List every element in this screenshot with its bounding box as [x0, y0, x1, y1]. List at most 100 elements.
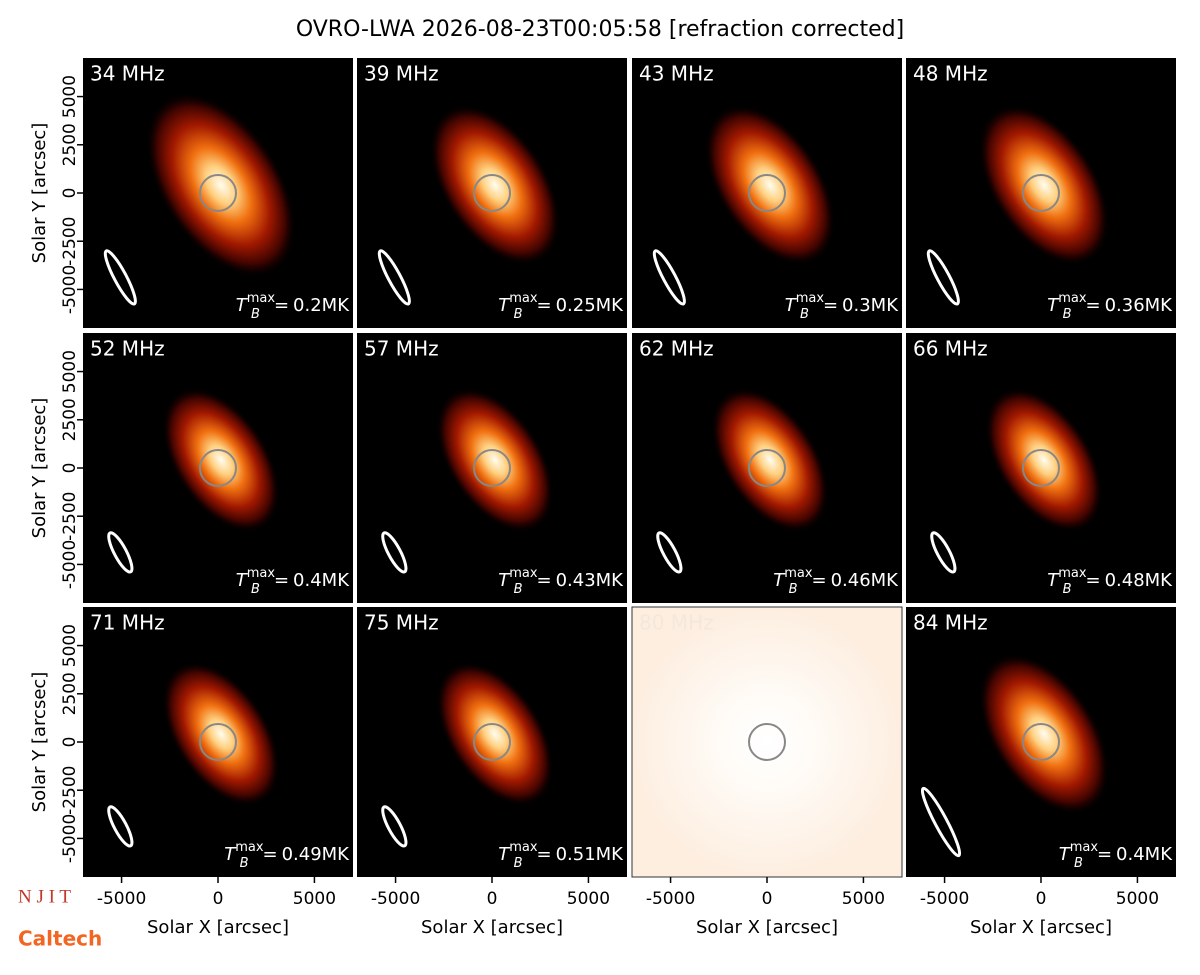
frequency-label: 75 MHz: [364, 611, 439, 635]
frequency-label: 80 MHz: [639, 611, 714, 635]
emission: [161, 661, 281, 807]
beam: [926, 249, 960, 306]
tmax-part: T: [785, 295, 798, 316]
panel: 71 MHz Tmax B = 0.49MK: [83, 607, 353, 877]
x-tick-label: -5000: [97, 889, 146, 909]
beam: [381, 531, 408, 574]
y-tick-label: -5000: [60, 265, 80, 314]
tmax-part: B: [251, 582, 260, 597]
solar-limb: [473, 723, 511, 761]
x-tick-label: -5000: [371, 889, 420, 909]
panel: 52 MHz Tmax B = 0.4MK: [83, 333, 353, 603]
beam: [930, 531, 957, 574]
tmax-part: 0.51MK: [556, 844, 625, 865]
tmax-part: T: [498, 570, 511, 591]
x-tick-label: 0: [1036, 889, 1047, 909]
tmax-part: max: [1058, 291, 1087, 306]
tmax-part: =: [1085, 570, 1100, 591]
frequency-label: 84 MHz: [913, 611, 988, 635]
tmax-part: =: [823, 295, 838, 316]
tmax-label: Tmax B = 0.2MK: [236, 291, 351, 322]
tmax-part: max: [247, 291, 276, 306]
y-tick-label: -5000: [60, 814, 80, 863]
tmax-part: T: [498, 295, 511, 316]
tmax-part: T: [1059, 844, 1072, 865]
y-tick-label: 2500: [60, 123, 80, 166]
solar-limb: [1022, 174, 1060, 212]
beam: [107, 531, 134, 574]
tmax-part: =: [536, 570, 551, 591]
tmax-part: max: [509, 291, 538, 306]
solar-limb: [199, 449, 237, 487]
tmax-part: T: [236, 295, 249, 316]
solar-limb: [473, 174, 511, 212]
y-tick-label: -2500: [60, 766, 80, 815]
panel: 84 MHz Tmax B = 0.4MK: [906, 607, 1176, 877]
tmax-part: max: [1058, 566, 1087, 581]
tmax-part: max: [235, 840, 264, 855]
panel: 43 MHz Tmax B = 0.3MK: [632, 58, 902, 328]
figure-title: OVRO-LWA 2026-08-23T00:05:58 [refraction…: [296, 17, 904, 42]
tmax-part: B: [514, 582, 523, 597]
x-axis-label: Solar X [arcsec]: [970, 917, 1112, 938]
tmax-label: Tmax B = 0.48MK: [1047, 566, 1173, 597]
x-tick-label: 5000: [842, 889, 885, 909]
x-tick-label: -5000: [920, 889, 969, 909]
tmax-part: B: [1063, 582, 1072, 597]
beam: [920, 786, 962, 858]
tmax-part: B: [514, 856, 523, 871]
tmax-part: =: [274, 295, 289, 316]
panel: 62 MHz Tmax B = 0.46MK: [632, 333, 902, 603]
tmax-part: 0.25MK: [556, 295, 625, 316]
tmax-part: 0.36MK: [1105, 295, 1174, 316]
tmax-part: T: [773, 570, 786, 591]
tmax-part: B: [1074, 856, 1083, 871]
logo-caltech: Caltech: [18, 927, 102, 951]
tmax-part: 0.43MK: [556, 570, 625, 591]
frequency-label: 57 MHz: [364, 337, 439, 361]
solar-limb: [748, 174, 786, 212]
solar-limb: [473, 449, 511, 487]
emission: [429, 104, 561, 266]
tmax-part: 0.2MK: [293, 295, 350, 316]
tmax-label: Tmax B = 0.46MK: [773, 566, 899, 597]
panel: 75 MHz Tmax B = 0.51MK: [357, 607, 627, 877]
tmax-part: max: [247, 566, 276, 581]
tmax-part: max: [509, 840, 538, 855]
x-tick-label: 5000: [567, 889, 610, 909]
y-tick-label: 2500: [60, 672, 80, 715]
tmax-label: Tmax B = 0.3MK: [785, 291, 900, 322]
y-tick-label: 0: [60, 737, 80, 748]
beam: [381, 805, 408, 848]
tmax-part: T: [224, 844, 237, 865]
emission: [704, 104, 836, 266]
y-tick-label: -2500: [60, 217, 80, 266]
tmax-part: 0.48MK: [1105, 570, 1174, 591]
tmax-part: B: [800, 307, 809, 322]
tmax-part: =: [811, 570, 826, 591]
tmax-part: 0.3MK: [842, 295, 899, 316]
tmax-part: T: [1047, 295, 1060, 316]
solar-limb: [748, 723, 786, 761]
y-tick-label: 5000: [60, 350, 80, 393]
tmax-part: 0.46MK: [831, 570, 900, 591]
tmax-part: max: [796, 291, 825, 306]
frequency-label: 43 MHz: [639, 62, 714, 86]
logo-njit: N J I T: [18, 886, 71, 907]
solar-limb: [199, 723, 237, 761]
solar-limb: [1022, 449, 1060, 487]
tmax-part: T: [236, 570, 249, 591]
emission: [984, 387, 1104, 533]
tmax-part: B: [514, 307, 523, 322]
y-axis-label: Solar Y [arcsec]: [29, 672, 50, 813]
frequency-label: 48 MHz: [913, 62, 988, 86]
tmax-part: =: [536, 295, 551, 316]
beam: [656, 531, 683, 574]
tmax-label: Tmax B = 0.36MK: [1047, 291, 1173, 322]
x-tick-label: 5000: [293, 889, 336, 909]
tmax-part: =: [1085, 295, 1100, 316]
frequency-label: 71 MHz: [90, 611, 165, 635]
tmax-part: =: [274, 570, 289, 591]
solar-limb: [1022, 723, 1060, 761]
